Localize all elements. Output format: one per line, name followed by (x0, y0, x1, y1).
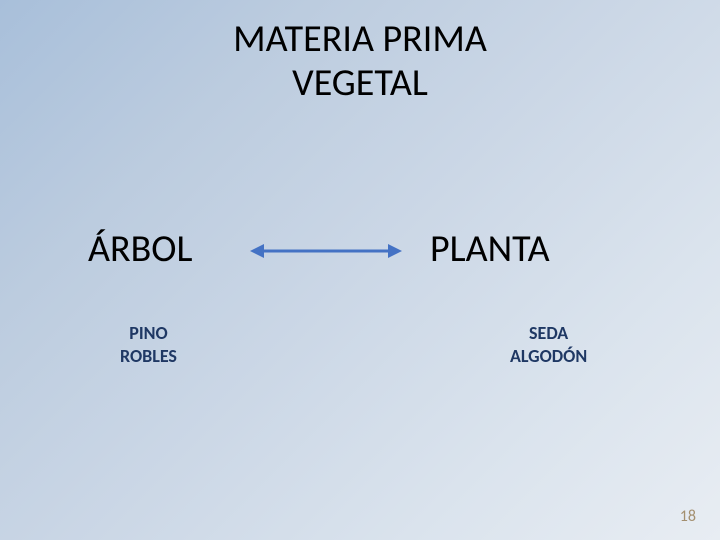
double-arrow-icon (248, 238, 404, 264)
sub-left-line-2: ROBLES (120, 345, 177, 367)
heading-planta: PLANTA (430, 226, 550, 272)
heading-arbol: ÁRBOL (88, 226, 192, 272)
title-line-1: MATERIA PRIMA (233, 16, 487, 62)
title-line-2: VEGETAL (292, 60, 428, 106)
sub-right-line-1: SEDA (529, 322, 568, 344)
slide-title: MATERIA PRIMA VEGETAL (0, 18, 720, 105)
page-number: 18 (680, 507, 696, 526)
sub-list-arbol: PINO ROBLES (120, 322, 177, 367)
sub-list-planta: SEDA ALGODÓN (510, 322, 587, 367)
sub-left-line-1: PINO (129, 322, 167, 344)
sub-right-line-2: ALGODÓN (510, 345, 587, 367)
